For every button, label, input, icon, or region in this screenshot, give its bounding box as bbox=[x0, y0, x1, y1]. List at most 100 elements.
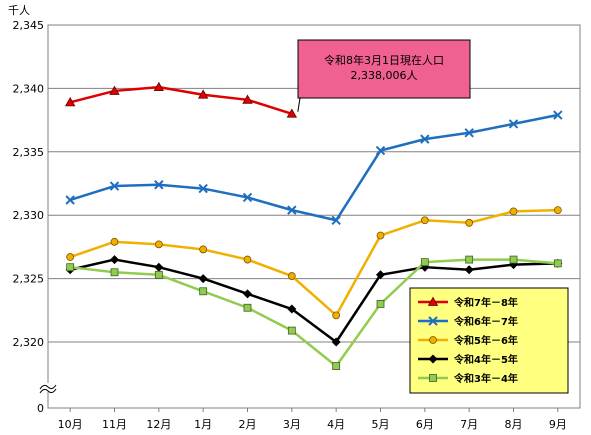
data-point bbox=[243, 255, 252, 264]
legend-label: 令和7年－8年 bbox=[453, 296, 518, 309]
x-tick-label: 12月 bbox=[146, 418, 171, 431]
y-axis-unit-label: 千人 bbox=[8, 4, 30, 17]
data-point bbox=[420, 134, 430, 144]
legend-swatch-marker bbox=[428, 316, 438, 326]
legend-label: 令和5年－6年 bbox=[453, 334, 518, 347]
data-point bbox=[154, 180, 164, 190]
axis-break-symbol bbox=[39, 388, 57, 394]
callout-text: 令和8年3月1日現在人口 bbox=[324, 53, 444, 67]
data-point bbox=[331, 215, 341, 225]
data-point bbox=[553, 259, 562, 268]
data-point bbox=[464, 265, 474, 275]
series-5 bbox=[66, 255, 562, 370]
data-point bbox=[375, 145, 386, 156]
data-point bbox=[197, 89, 209, 99]
data-point bbox=[110, 268, 119, 277]
data-point bbox=[242, 192, 253, 203]
data-point bbox=[110, 255, 119, 265]
legend-swatch-marker bbox=[429, 336, 437, 344]
series-line bbox=[69, 208, 558, 317]
series-line bbox=[69, 113, 559, 222]
data-point bbox=[287, 272, 296, 280]
series-2 bbox=[65, 110, 563, 225]
data-point bbox=[154, 270, 163, 279]
y-tick-label: 2,340 bbox=[13, 82, 45, 95]
data-point bbox=[154, 262, 164, 272]
legend-entry: 令和3年－4年 bbox=[418, 372, 518, 385]
data-point bbox=[508, 119, 519, 129]
data-point bbox=[464, 128, 474, 138]
data-point bbox=[64, 97, 76, 107]
data-point bbox=[376, 231, 385, 240]
x-tick-label: 5月 bbox=[372, 418, 390, 431]
data-point bbox=[287, 326, 296, 335]
legend-entry: 令和7年－8年 bbox=[418, 296, 518, 309]
callout-text: 2,338,006人 bbox=[351, 69, 418, 82]
data-point bbox=[154, 240, 163, 249]
data-point bbox=[376, 270, 385, 280]
series-layer bbox=[64, 81, 563, 370]
data-point bbox=[66, 253, 75, 261]
series-line bbox=[70, 258, 558, 368]
axes bbox=[39, 383, 57, 394]
x-tick-label: 8月 bbox=[505, 418, 523, 431]
legend-swatch-marker bbox=[429, 374, 437, 382]
legend-entry: 令和5年－6年 bbox=[418, 334, 518, 347]
x-tick-label: 4月 bbox=[327, 418, 345, 431]
axis-break-symbol bbox=[39, 384, 57, 390]
data-point bbox=[287, 304, 297, 314]
x-tick-label: 11月 bbox=[102, 418, 127, 431]
data-point bbox=[332, 362, 341, 370]
data-point bbox=[553, 110, 563, 120]
y-tick-label: 2,335 bbox=[13, 146, 45, 159]
y-tick-label: 2,320 bbox=[13, 336, 45, 349]
y-tick-label: 2,325 bbox=[13, 273, 45, 286]
data-point bbox=[198, 274, 208, 284]
legend-label: 令和6年－7年 bbox=[453, 315, 518, 328]
data-point bbox=[109, 181, 120, 191]
data-point bbox=[65, 195, 75, 205]
y-tick-label: 2,345 bbox=[13, 19, 45, 32]
legend-label: 令和4年－5年 bbox=[453, 353, 518, 366]
legend-label: 令和3年－4年 bbox=[453, 372, 518, 385]
data-point bbox=[509, 255, 518, 264]
data-point bbox=[465, 218, 474, 227]
y-tick-labels: 0 2,320 2,325 2,330 2,335 2,340 2,345 bbox=[13, 19, 45, 415]
data-point bbox=[420, 216, 429, 225]
data-point bbox=[509, 207, 518, 216]
x-tick-label: 9月 bbox=[549, 418, 567, 431]
y-tick-label: 0 bbox=[37, 402, 44, 415]
series-3 bbox=[66, 206, 562, 320]
data-point bbox=[198, 183, 208, 194]
data-point bbox=[287, 205, 297, 215]
data-point bbox=[331, 337, 341, 347]
legend-entry: 令和6年－7年 bbox=[418, 315, 518, 328]
y-tick-label: 2,330 bbox=[13, 209, 45, 222]
data-point bbox=[332, 311, 341, 320]
data-point bbox=[110, 237, 119, 246]
legend-entry: 令和4年－5年 bbox=[418, 353, 518, 366]
series-line bbox=[69, 85, 293, 115]
data-point bbox=[376, 300, 385, 308]
data-point bbox=[420, 258, 429, 267]
legend-swatch-marker bbox=[428, 354, 438, 364]
series-1 bbox=[64, 81, 298, 118]
data-point bbox=[465, 255, 474, 264]
data-point bbox=[109, 85, 120, 95]
data-point bbox=[153, 81, 165, 92]
x-tick-label: 1月 bbox=[194, 418, 212, 431]
annotation-callout: 令和8年3月1日現在人口 2,338,006人 bbox=[297, 39, 471, 112]
callout-box bbox=[297, 39, 471, 99]
data-point bbox=[243, 289, 252, 299]
data-point bbox=[553, 206, 562, 215]
x-tick-label: 2月 bbox=[239, 418, 257, 431]
data-point bbox=[199, 245, 208, 254]
x-tick-label: 7月 bbox=[460, 418, 478, 431]
series-line bbox=[69, 258, 558, 344]
data-point bbox=[242, 94, 253, 104]
legend-swatch-marker bbox=[427, 296, 439, 306]
x-tick-label: 6月 bbox=[416, 418, 434, 431]
data-point bbox=[66, 263, 75, 272]
